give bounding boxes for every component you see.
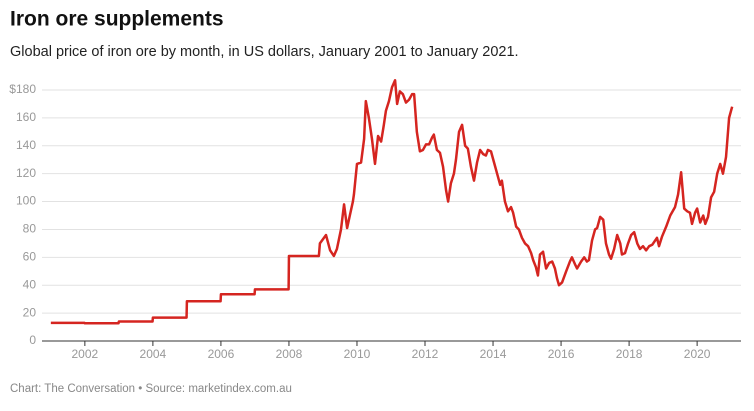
y-tick-label: 100 (16, 194, 36, 208)
x-tick-label: 2012 (412, 347, 439, 361)
x-tick-label: 2008 (276, 347, 303, 361)
y-tick-label: 40 (23, 277, 37, 291)
y-tick-label: 20 (23, 305, 37, 319)
chart-title: Iron ore supplements (10, 8, 224, 31)
x-tick-label: 2018 (616, 347, 643, 361)
y-tick-label: 0 (29, 333, 36, 347)
y-tick-label: 140 (16, 138, 36, 152)
price-line (50, 78, 734, 325)
chart-source: Chart: The Conversation • Source: market… (10, 383, 292, 395)
y-tick-label: 80 (23, 222, 37, 236)
x-tick-label: 2020 (684, 347, 711, 361)
y-tick-label: $180 (9, 82, 36, 96)
x-tick-label: 2010 (344, 347, 371, 361)
x-tick-label: 2002 (72, 347, 99, 361)
x-tick-label: 2006 (208, 347, 235, 361)
y-tick-label: 60 (23, 250, 37, 264)
x-tick-label: 2004 (140, 347, 167, 361)
x-tick-label: 2016 (548, 347, 575, 361)
y-tick-label: 160 (16, 110, 36, 124)
chart-subtitle: Global price of iron ore by month, in US… (10, 44, 519, 60)
x-tick-label: 2014 (480, 347, 507, 361)
y-tick-label: 120 (16, 166, 36, 180)
